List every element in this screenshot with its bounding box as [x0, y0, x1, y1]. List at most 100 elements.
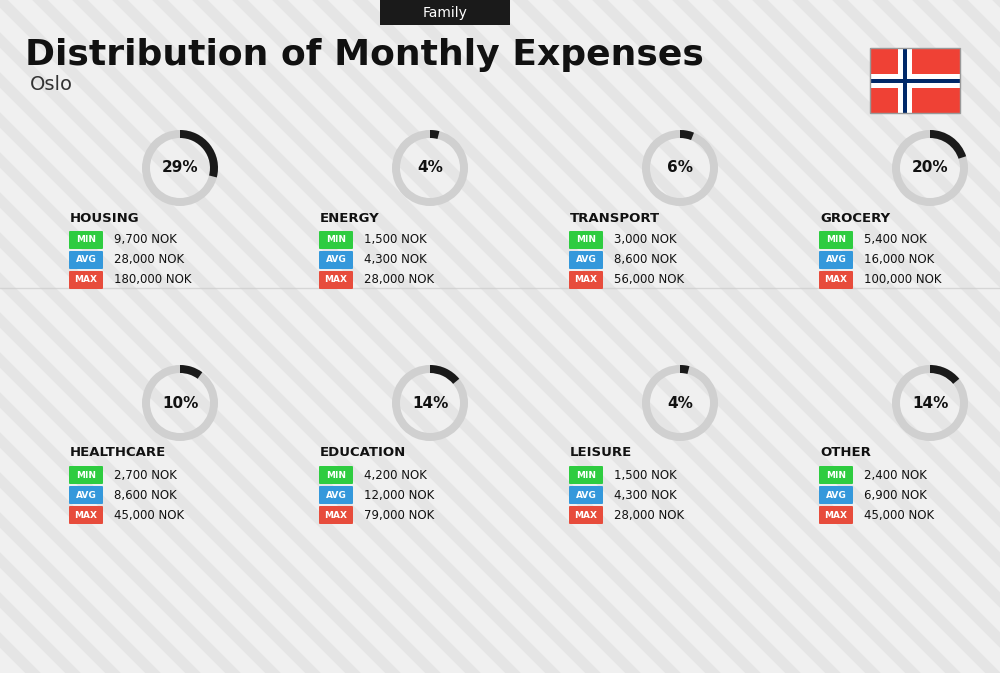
Text: MIN: MIN: [76, 470, 96, 479]
FancyBboxPatch shape: [898, 48, 912, 113]
Wedge shape: [142, 130, 218, 206]
Text: MIN: MIN: [326, 470, 346, 479]
Text: MAX: MAX: [324, 275, 348, 285]
Text: 28,000 NOK: 28,000 NOK: [614, 509, 684, 522]
Text: 180,000 NOK: 180,000 NOK: [114, 273, 192, 287]
FancyBboxPatch shape: [819, 466, 853, 484]
Wedge shape: [680, 130, 694, 140]
Text: ENERGY: ENERGY: [320, 211, 380, 225]
FancyBboxPatch shape: [870, 79, 960, 83]
Text: Oslo: Oslo: [30, 75, 73, 94]
Text: AVG: AVG: [76, 256, 96, 264]
Text: MIN: MIN: [826, 470, 846, 479]
FancyBboxPatch shape: [819, 486, 853, 504]
Wedge shape: [892, 130, 968, 206]
Wedge shape: [430, 365, 459, 384]
Text: 8,600 NOK: 8,600 NOK: [114, 489, 177, 501]
Text: MAX: MAX: [74, 275, 98, 285]
FancyBboxPatch shape: [569, 231, 603, 249]
FancyBboxPatch shape: [319, 486, 353, 504]
FancyBboxPatch shape: [319, 231, 353, 249]
FancyBboxPatch shape: [69, 486, 103, 504]
Text: 100,000 NOK: 100,000 NOK: [864, 273, 942, 287]
FancyBboxPatch shape: [319, 466, 353, 484]
Text: LEISURE: LEISURE: [570, 446, 632, 460]
Text: AVG: AVG: [76, 491, 96, 499]
FancyBboxPatch shape: [319, 251, 353, 269]
Wedge shape: [680, 365, 689, 374]
Text: 4,300 NOK: 4,300 NOK: [614, 489, 677, 501]
Text: 79,000 NOK: 79,000 NOK: [364, 509, 434, 522]
Text: MAX: MAX: [324, 511, 348, 520]
Text: 45,000 NOK: 45,000 NOK: [114, 509, 184, 522]
Text: 45,000 NOK: 45,000 NOK: [864, 509, 934, 522]
Text: 14%: 14%: [912, 396, 948, 411]
FancyBboxPatch shape: [569, 506, 603, 524]
Text: 4,300 NOK: 4,300 NOK: [364, 254, 427, 267]
Text: 4%: 4%: [667, 396, 693, 411]
Text: 2,400 NOK: 2,400 NOK: [864, 468, 927, 481]
Text: 12,000 NOK: 12,000 NOK: [364, 489, 434, 501]
Text: 20%: 20%: [912, 160, 948, 176]
FancyBboxPatch shape: [819, 251, 853, 269]
Text: 4,200 NOK: 4,200 NOK: [364, 468, 427, 481]
FancyBboxPatch shape: [69, 231, 103, 249]
Text: MIN: MIN: [576, 470, 596, 479]
Wedge shape: [642, 130, 718, 206]
Text: 16,000 NOK: 16,000 NOK: [864, 254, 934, 267]
Text: Distribution of Monthly Expenses: Distribution of Monthly Expenses: [25, 38, 704, 72]
Wedge shape: [180, 365, 202, 379]
Text: MAX: MAX: [824, 511, 848, 520]
FancyBboxPatch shape: [69, 251, 103, 269]
FancyBboxPatch shape: [870, 48, 960, 113]
Text: 28,000 NOK: 28,000 NOK: [114, 254, 184, 267]
Text: GROCERY: GROCERY: [820, 211, 890, 225]
Text: HOUSING: HOUSING: [70, 211, 140, 225]
Text: AVG: AVG: [826, 256, 846, 264]
Text: 3,000 NOK: 3,000 NOK: [614, 234, 677, 246]
Text: 14%: 14%: [412, 396, 448, 411]
Text: 29%: 29%: [162, 160, 198, 176]
Text: 10%: 10%: [162, 396, 198, 411]
Text: 56,000 NOK: 56,000 NOK: [614, 273, 684, 287]
Text: MAX: MAX: [574, 511, 598, 520]
Text: AVG: AVG: [826, 491, 846, 499]
Text: 4%: 4%: [417, 160, 443, 176]
FancyBboxPatch shape: [819, 231, 853, 249]
FancyBboxPatch shape: [870, 74, 960, 88]
Text: 6%: 6%: [667, 160, 693, 176]
Text: AVG: AVG: [326, 491, 346, 499]
Text: EDUCATION: EDUCATION: [320, 446, 406, 460]
Text: AVG: AVG: [576, 256, 596, 264]
Text: 9,700 NOK: 9,700 NOK: [114, 234, 177, 246]
FancyBboxPatch shape: [569, 486, 603, 504]
Text: Family: Family: [423, 6, 467, 20]
Text: TRANSPORT: TRANSPORT: [570, 211, 660, 225]
Wedge shape: [430, 130, 439, 139]
FancyBboxPatch shape: [819, 506, 853, 524]
FancyBboxPatch shape: [569, 251, 603, 269]
Text: 8,600 NOK: 8,600 NOK: [614, 254, 677, 267]
Text: 2,700 NOK: 2,700 NOK: [114, 468, 177, 481]
Text: MAX: MAX: [824, 275, 848, 285]
Text: MIN: MIN: [576, 236, 596, 244]
Text: MIN: MIN: [76, 236, 96, 244]
Wedge shape: [642, 365, 718, 441]
Text: AVG: AVG: [576, 491, 596, 499]
Text: 1,500 NOK: 1,500 NOK: [614, 468, 677, 481]
FancyBboxPatch shape: [380, 0, 510, 25]
FancyBboxPatch shape: [819, 271, 853, 289]
Text: MAX: MAX: [574, 275, 598, 285]
FancyBboxPatch shape: [569, 271, 603, 289]
FancyBboxPatch shape: [69, 506, 103, 524]
Text: HEALTHCARE: HEALTHCARE: [70, 446, 166, 460]
Text: 1,500 NOK: 1,500 NOK: [364, 234, 427, 246]
Text: 6,900 NOK: 6,900 NOK: [864, 489, 927, 501]
Wedge shape: [930, 130, 966, 159]
FancyBboxPatch shape: [903, 48, 907, 113]
Text: MIN: MIN: [826, 236, 846, 244]
Text: MIN: MIN: [326, 236, 346, 244]
Wedge shape: [892, 365, 968, 441]
FancyBboxPatch shape: [319, 506, 353, 524]
Text: AVG: AVG: [326, 256, 346, 264]
